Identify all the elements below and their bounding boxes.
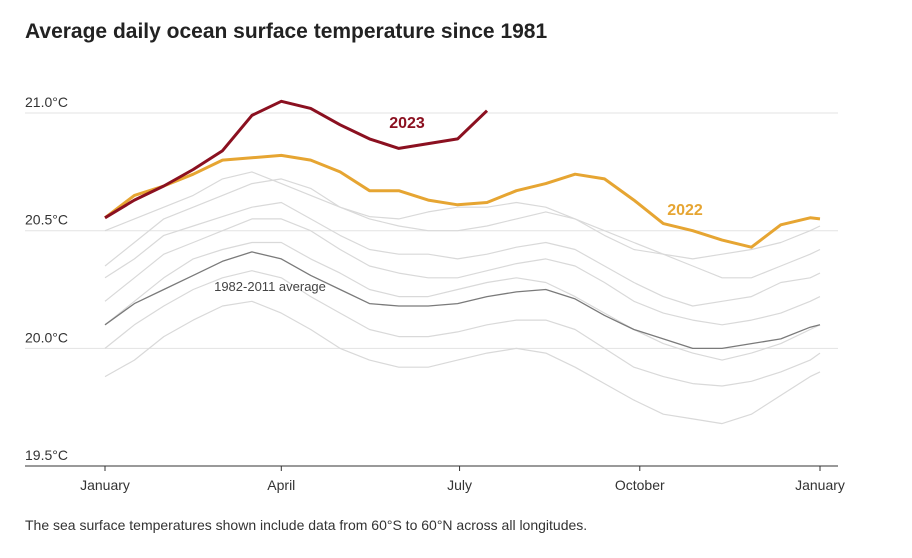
chart-title: Average daily ocean surface temperature … — [25, 20, 547, 43]
y-tick-label: 20.0°C — [25, 329, 68, 345]
series-line — [104, 178, 821, 279]
series-line — [104, 201, 821, 307]
x-tick-label: January — [80, 477, 130, 493]
series-line — [104, 300, 821, 425]
x-tick-label: October — [615, 477, 665, 493]
series-label: 2023 — [389, 115, 425, 132]
series-line — [104, 241, 821, 361]
x-tick-label: July — [447, 477, 472, 493]
y-tick-label: 21.0°C — [25, 94, 68, 110]
series-line — [104, 251, 821, 350]
series-label: 2022 — [667, 202, 703, 219]
series-label: 1982-2011 average — [214, 279, 326, 294]
y-tick-label: 20.5°C — [25, 212, 68, 228]
series-line — [104, 99, 489, 220]
y-tick-label: 19.5°C — [25, 447, 68, 463]
x-tick-label: January — [795, 477, 845, 493]
footnote: The sea surface temperatures shown inclu… — [25, 517, 587, 533]
series-line — [104, 218, 821, 326]
x-tick-label: April — [267, 477, 295, 493]
series-line — [104, 171, 821, 260]
series-line — [104, 153, 821, 249]
series-line — [104, 270, 821, 387]
